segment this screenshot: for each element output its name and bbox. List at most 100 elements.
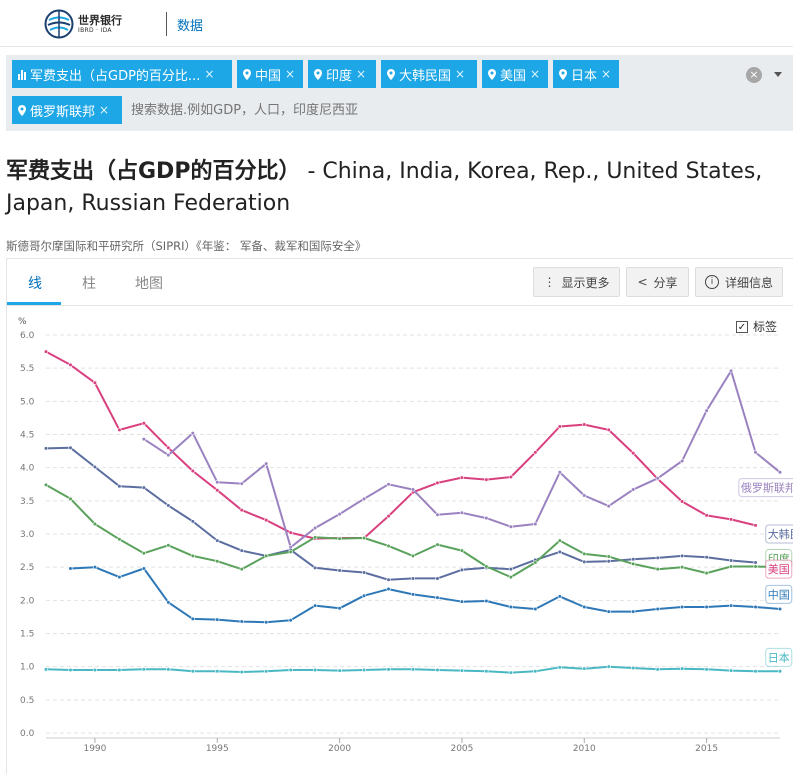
chip-country[interactable]: 中国 ×	[237, 60, 303, 88]
data-point	[704, 604, 709, 610]
tab-bar[interactable]: 柱	[82, 276, 96, 292]
dropdown-caret-icon[interactable]	[774, 72, 782, 77]
y-tick-label: 3.0	[20, 530, 35, 540]
data-point	[435, 667, 440, 673]
data-point	[239, 619, 244, 624]
data-point	[655, 667, 660, 672]
remove-chip-icon[interactable]: ×	[530, 67, 541, 81]
chip-country[interactable]: 大韩民国 ×	[381, 60, 477, 88]
data-point	[239, 508, 244, 513]
data-point	[361, 593, 367, 598]
data-point	[117, 667, 122, 673]
data-point	[582, 666, 587, 671]
data-point	[435, 512, 440, 517]
show-more-button[interactable]: ⋮ 显示更多	[533, 267, 620, 297]
x-tick-label: 2000	[328, 744, 351, 754]
data-point	[680, 604, 685, 610]
source-note[interactable]: 斯德哥尔摩国际和平研究所（SIPRI）《年鉴： 军备、裁军和国际安全》	[6, 239, 367, 253]
data-point	[410, 576, 416, 581]
active-tab-indicator	[7, 302, 61, 305]
data-point	[166, 445, 171, 450]
series-end-label-box	[738, 478, 793, 498]
data-point	[68, 362, 73, 367]
y-tick-label: 3.5	[20, 497, 34, 507]
remove-chip-icon[interactable]: ×	[455, 67, 466, 81]
y-tick-label: 0.0	[20, 729, 35, 739]
location-pin-icon	[559, 68, 567, 80]
data-point	[215, 559, 220, 564]
data-point	[43, 446, 49, 451]
data-point	[557, 549, 562, 555]
chip-label: 中国	[255, 68, 282, 84]
data-point	[166, 600, 171, 605]
data-point	[386, 513, 391, 519]
data-point	[582, 604, 587, 610]
data-point	[459, 475, 465, 480]
data-point	[92, 464, 98, 470]
chip-country[interactable]: 日本 ×	[553, 60, 619, 88]
chip-country[interactable]: 印度 ×	[308, 60, 376, 88]
clear-all-button[interactable]: ×	[746, 67, 762, 83]
tab-line[interactable]: 线	[28, 276, 42, 292]
location-pin-icon	[314, 68, 322, 80]
data-point	[557, 594, 562, 599]
y-tick-label: 1.0	[20, 663, 35, 673]
labels-checkbox-label: 标签	[753, 320, 778, 334]
y-tick-label: 5.0	[20, 397, 35, 407]
data-point	[264, 553, 269, 558]
share-button[interactable]: < 分享	[626, 267, 689, 297]
remove-chip-icon[interactable]: ×	[356, 67, 367, 81]
data-point	[655, 567, 660, 572]
share-label: 分享	[653, 275, 678, 290]
series-end-label: 大韩民国	[768, 527, 793, 541]
data-point	[508, 575, 513, 580]
data-point	[190, 669, 195, 674]
x-tick-label: 1995	[206, 744, 229, 754]
nav-data-link[interactable]: 数据	[177, 19, 204, 34]
data-point	[288, 530, 293, 535]
world-bank-logo[interactable]	[44, 9, 74, 39]
data-point	[728, 564, 734, 569]
data-point	[190, 553, 195, 558]
info-icon: i	[704, 275, 719, 289]
data-point	[484, 515, 489, 521]
series-end-label: 中国	[768, 588, 790, 601]
data-point	[337, 568, 342, 573]
data-point	[361, 667, 367, 673]
labels-checkbox[interactable]: ✓	[736, 321, 748, 333]
data-point	[606, 427, 611, 432]
data-point	[704, 667, 709, 672]
search-input[interactable]	[129, 95, 533, 125]
remove-chip-icon[interactable]: ×	[601, 67, 612, 81]
chip-country[interactable]: 美国 ×	[482, 60, 548, 88]
remove-chip-icon[interactable]: ×	[285, 67, 296, 81]
chip-country[interactable]: 俄罗斯联邦 ×	[12, 96, 122, 124]
remove-chip-icon[interactable]: ×	[204, 67, 215, 81]
data-point	[655, 606, 660, 612]
chip-indicator[interactable]: 军费支出（占GDP的百分比... ×	[12, 60, 232, 88]
data-point	[43, 349, 49, 354]
logo-title: 世界银行	[78, 14, 122, 27]
header-divider	[166, 12, 167, 36]
data-point	[190, 468, 195, 474]
data-point	[264, 461, 269, 466]
data-point	[777, 606, 783, 612]
data-point	[141, 421, 146, 426]
data-point	[141, 485, 146, 490]
data-point	[190, 519, 195, 524]
data-point	[190, 431, 195, 436]
data-point	[410, 592, 416, 597]
data-point	[92, 380, 98, 385]
remove-chip-icon[interactable]: ×	[99, 103, 110, 117]
tab-map[interactable]: 地图	[135, 276, 163, 292]
y-tick-label: 4.5	[20, 431, 34, 441]
data-point	[239, 548, 244, 553]
data-point	[313, 565, 318, 570]
data-point	[655, 555, 660, 560]
data-point	[117, 484, 122, 489]
details-button[interactable]: i 详细信息	[695, 267, 783, 297]
y-tick-label: 4.0	[20, 464, 35, 474]
series-line	[70, 566, 781, 624]
data-point	[215, 538, 220, 543]
data-point	[557, 424, 562, 429]
